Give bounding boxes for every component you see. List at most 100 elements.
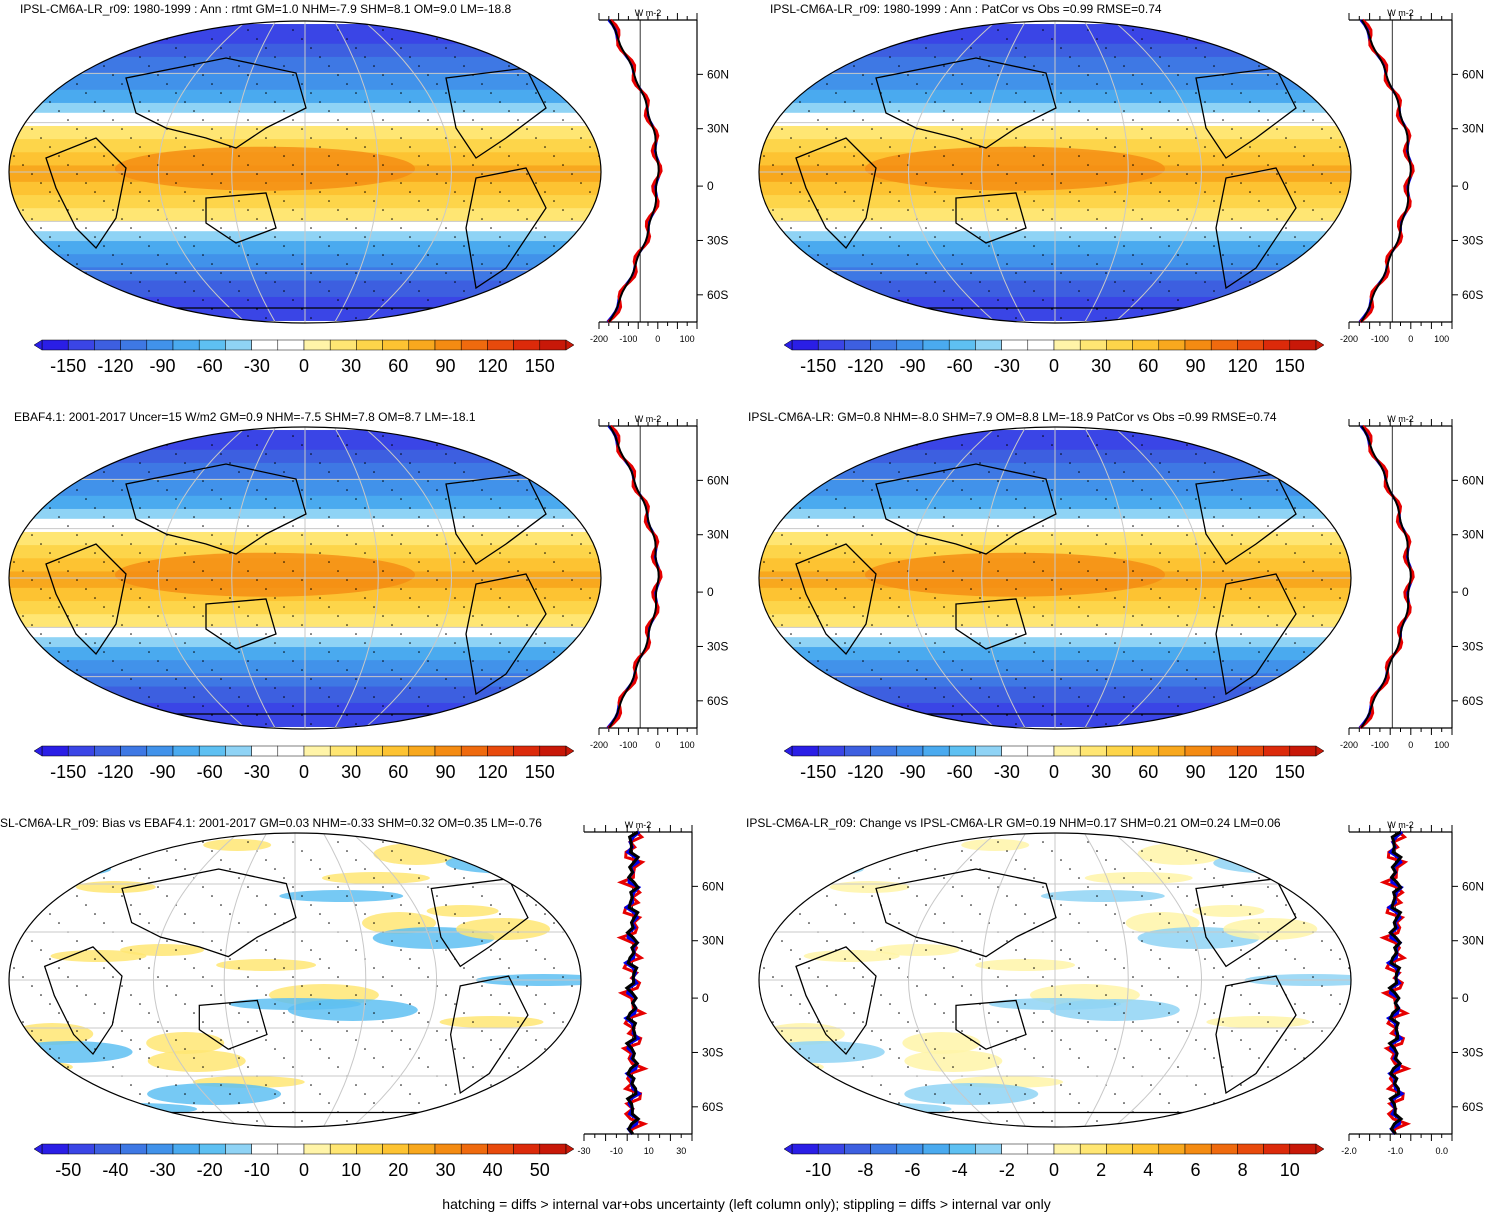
colorbar-tick-label: -2 bbox=[999, 1160, 1015, 1180]
colorbar-swatch bbox=[1132, 339, 1160, 351]
coastline bbox=[465, 573, 547, 696]
colorbar-swatch bbox=[922, 339, 950, 351]
profile-unit-label: W m-2 bbox=[1387, 8, 1414, 18]
profile-x-tick-label: -30 bbox=[577, 1146, 590, 1156]
coastline bbox=[875, 868, 1057, 958]
profile-lat-label: 0 bbox=[707, 179, 714, 193]
colorbar-swatch bbox=[251, 1143, 279, 1155]
colorbar-3: -150 -120 -90 -60 -30 0 30 60 90 120 150 bbox=[33, 745, 575, 782]
colorbar-swatch bbox=[120, 1143, 148, 1155]
colorbar-swatch bbox=[408, 745, 436, 757]
colorbar-swatch bbox=[251, 745, 279, 757]
profile-lat-label: 0 bbox=[1462, 991, 1469, 1005]
colorbar-swatch bbox=[791, 1143, 819, 1155]
colorbar-high-arrow bbox=[1315, 339, 1325, 351]
colorbar-swatch bbox=[146, 745, 174, 757]
colorbar-tick-label: 60 bbox=[388, 356, 408, 376]
map-anomaly bbox=[1206, 1016, 1311, 1028]
profile-x-tick-label: -200 bbox=[590, 740, 608, 750]
profile-x-tick-label: 100 bbox=[680, 740, 695, 750]
colorbar-tick-label: -30 bbox=[244, 356, 270, 376]
coastline bbox=[795, 137, 877, 250]
map-anomaly bbox=[904, 1050, 1003, 1072]
colorbar-swatch bbox=[329, 1143, 357, 1155]
profile-unit-label: W m-2 bbox=[625, 820, 652, 830]
colorbar-swatch bbox=[975, 1143, 1002, 1155]
colorbar-swatch bbox=[198, 1143, 226, 1155]
colorbar-swatch bbox=[67, 339, 95, 351]
colorbar-tick-label: 50 bbox=[530, 1160, 550, 1180]
colorbar-tick-label: -150 bbox=[50, 762, 86, 782]
colorbar-swatch bbox=[303, 1143, 331, 1155]
profile-line-black bbox=[1387, 830, 1404, 1135]
profile-x-tick-label: 0 bbox=[655, 334, 660, 344]
colorbar-swatch bbox=[870, 745, 898, 757]
coastline bbox=[125, 463, 307, 555]
coastline bbox=[449, 975, 529, 1095]
coastline bbox=[875, 463, 1057, 555]
coastline bbox=[45, 137, 127, 250]
colorbar-high-arrow bbox=[565, 339, 575, 351]
colorbar-tick-label: 90 bbox=[1185, 356, 1205, 376]
colorbar-swatch bbox=[870, 1143, 898, 1155]
colorbar-swatch bbox=[41, 745, 69, 757]
colorbar-tick-label: 150 bbox=[525, 762, 555, 782]
coastline bbox=[955, 192, 1027, 244]
colorbar-swatch bbox=[1001, 1143, 1029, 1155]
colorbar-swatch bbox=[94, 1143, 121, 1155]
map-anomaly bbox=[975, 959, 1076, 971]
colorbar-tick-label: 30 bbox=[341, 762, 361, 782]
colorbar-swatch bbox=[382, 339, 410, 351]
colorbar-tick-label: 4 bbox=[1143, 1160, 1153, 1180]
profile-lat-label: 60N bbox=[702, 879, 724, 893]
colorbar-swatch bbox=[1210, 745, 1238, 757]
coastline bbox=[465, 167, 547, 290]
colorbar-swatch bbox=[1210, 339, 1238, 351]
colorbar-swatch bbox=[817, 339, 845, 351]
colorbar-swatch bbox=[1289, 339, 1317, 351]
profile-lat-label: 0 bbox=[1462, 585, 1469, 599]
coastline bbox=[875, 57, 1057, 149]
profile-x-tick-label: -100 bbox=[619, 740, 637, 750]
colorbar-tick-label: 10 bbox=[341, 1160, 361, 1180]
map-anomaly bbox=[75, 881, 156, 893]
colorbar-tick-label: 150 bbox=[1275, 762, 1305, 782]
map-anomaly bbox=[803, 863, 864, 875]
colorbar-swatch bbox=[225, 745, 252, 757]
colorbar-swatch bbox=[844, 745, 871, 757]
colorbar-tick-label: -30 bbox=[150, 1160, 176, 1180]
map-anomaly bbox=[1049, 999, 1180, 1021]
colorbar-swatch bbox=[277, 745, 305, 757]
colorbar-swatch bbox=[41, 1143, 69, 1155]
profile-lat-label: 30N bbox=[1462, 934, 1484, 948]
colorbar-high-arrow bbox=[565, 1143, 575, 1155]
colorbar-swatch bbox=[844, 1143, 871, 1155]
colorbar-tick-label: -150 bbox=[800, 356, 836, 376]
colorbar-swatch bbox=[1263, 339, 1291, 351]
colorbar-tick-label: 2 bbox=[1096, 1160, 1106, 1180]
zonal-profile-5: W m-2 -30 -10 10 30 60N 30N 0 30S 60S bbox=[577, 820, 724, 1156]
colorbar-swatch bbox=[539, 1143, 567, 1155]
colorbar-2: -150 -120 -90 -60 -30 0 30 60 90 120 150 bbox=[783, 339, 1325, 376]
colorbar-swatch bbox=[975, 745, 1002, 757]
panel-title-4: IPSL-CM6A-LR: GM=0.8 NHM=-8.0 SHM=7.9 OM… bbox=[748, 410, 1277, 424]
colorbar-tick-label: -60 bbox=[947, 356, 973, 376]
colorbar-tick-label: -150 bbox=[800, 762, 836, 782]
colorbar-swatch bbox=[41, 339, 69, 351]
profile-lat-label: 30N bbox=[1462, 528, 1484, 542]
colorbar-tick-label: -90 bbox=[150, 762, 176, 782]
profile-lat-label: 30N bbox=[707, 122, 729, 136]
colorbar-swatch bbox=[303, 339, 331, 351]
colorbar-swatch bbox=[948, 745, 976, 757]
colorbar-swatch bbox=[1079, 745, 1107, 757]
colorbar-swatch bbox=[460, 1143, 488, 1155]
colorbar-swatch bbox=[513, 339, 541, 351]
profile-x-tick-label: -1.0 bbox=[1388, 1146, 1404, 1156]
colorbar-swatch bbox=[896, 745, 924, 757]
coastline bbox=[125, 57, 307, 149]
colorbar-tick-label: 0 bbox=[299, 1160, 309, 1180]
profile-line-red bbox=[1359, 424, 1415, 730]
colorbar-tick-label: 150 bbox=[1275, 356, 1305, 376]
colorbar-tick-label: -120 bbox=[847, 762, 883, 782]
profile-lat-label: 60N bbox=[707, 473, 729, 487]
